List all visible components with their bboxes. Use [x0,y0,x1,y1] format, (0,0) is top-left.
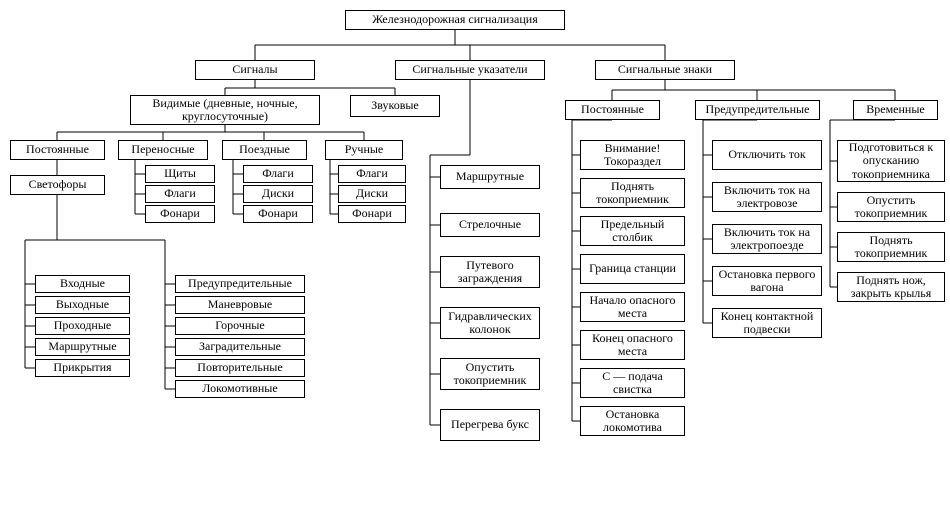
node-ind-lower: Опустить токоприемник [440,358,540,390]
node-warn-sign: Предупредительные [695,100,820,120]
node-portable: Переносные [118,140,208,160]
node-ps6: Конец опасного места [580,330,685,360]
node-out: Выходные [35,296,130,314]
node-shields: Щиты [145,165,215,183]
node-train: Поездные [222,140,307,160]
node-ws1: Отключить ток [712,140,822,170]
node-barrier: Заградительные [175,338,305,356]
node-root: Железнодорожная сигнализация [345,10,565,30]
node-lanterns2: Фонари [243,205,313,223]
node-signals: Сигналы [195,60,315,80]
node-svetofor: Светофоры [10,175,105,195]
node-ps5: Начало опасного места [580,292,685,322]
node-flags3: Флаги [338,165,406,183]
node-flags1: Флаги [145,185,215,203]
node-ind-hotbox: Перегрева букс [440,409,540,441]
node-warn: Предупредительные [175,275,305,293]
node-temp-sign: Временные [853,100,938,120]
node-in: Входные [35,275,130,293]
node-flags2: Флаги [243,165,313,183]
node-ps7: С — подача свистка [580,368,685,398]
node-ws2: Включить ток на электровозе [712,182,822,212]
node-ps1: Внимание! Токораздел [580,140,685,170]
node-cover: Прикрытия [35,359,130,377]
node-lanterns1: Фонари [145,205,215,223]
node-route: Маршрутные [35,338,130,356]
node-ts2: Опустить токоприемник [837,192,945,222]
node-indicators: Сигнальные указатели [395,60,545,80]
node-perm-sig: Постоянные [10,140,105,160]
node-hump: Горочные [175,317,305,335]
node-perm-sign: Постоянные [565,100,660,120]
node-visible: Видимые (дневные, ночные, круглосуточные… [130,95,320,125]
node-ind-trackbar: Путевого заграждения [440,256,540,288]
node-ind-hydr: Гидравлических колонок [440,307,540,339]
node-lanterns3: Фонари [338,205,406,223]
node-pass: Проходные [35,317,130,335]
node-shunt: Маневровые [175,296,305,314]
node-ws4: Остановка первого вагона [712,266,822,296]
node-ts4: Поднять нож, закрыть крылья [837,272,945,302]
node-loco: Локомотивные [175,380,305,398]
node-repeat: Повторительные [175,359,305,377]
node-ws3: Включить ток на электропоезде [712,224,822,254]
node-ps3: Предельный столбик [580,216,685,246]
node-ps4: Граница станции [580,254,685,284]
node-ws5: Конец контактной подвески [712,308,822,338]
node-ts3: Поднять токоприемник [837,232,945,262]
node-disks3: Диски [338,185,406,203]
node-sound: Звуковые [350,95,440,117]
node-ts1: Подготовиться к опусканию токоприемника [837,140,945,182]
node-ps8: Остановка локомотива [580,406,685,436]
node-ps2: Поднять токоприемник [580,178,685,208]
node-signs: Сигнальные знаки [595,60,735,80]
node-manual: Ручные [325,140,403,160]
node-disks2: Диски [243,185,313,203]
node-ind-route: Маршрутные [440,165,540,189]
node-ind-switch: Стрелочные [440,213,540,237]
